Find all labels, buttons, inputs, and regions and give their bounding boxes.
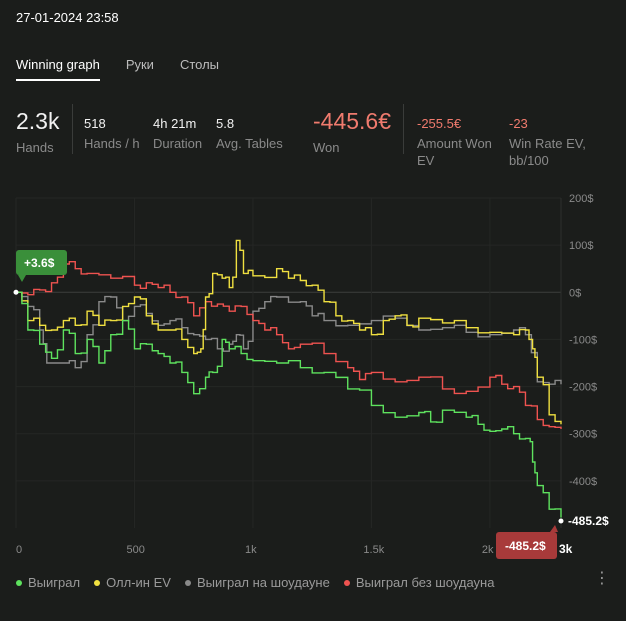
stats-divider [72,104,73,154]
y-tick-label: 200$ [569,193,593,205]
y-tick-label: 100$ [569,240,593,252]
legend-dot-won [16,579,22,586]
legend-dot-allin-ev [94,579,101,586]
end-value-label: -485.2$ [568,514,609,528]
stat-hands-per-hour-value: 518 [84,116,106,131]
winning-chart-svg[interactable]: 200$ 100$ 0$ -100$ -200$ -300$ -400$ 0 500 1k 1.5k… [0,190,626,560]
stat-avg-tables-value: 5.8 [216,116,235,131]
legend-item-won[interactable]: Выиграл [16,575,80,590]
stat-amount-won-ev-label: Amount Won EV [417,135,492,169]
stats-divider [403,104,404,154]
legend-dot-showdown [184,579,191,586]
y-tick-label: -400$ [569,476,597,488]
legend-item-non-showdown[interactable]: Выиграл без шоудауна [343,575,495,590]
stat-avg-tables-label: Avg. Tables [216,136,283,151]
y-tick-label: 0$ [569,287,581,299]
tab-bar: Winning graph Руки Столы [16,57,219,81]
stat-hands-value: 2.3k [16,108,60,134]
y-tick-label: -200$ [569,382,597,394]
x-tick-label: 2k [482,544,494,556]
stat-duration: 4h 21m Duration [153,104,202,152]
legend-label-non-showdown: Выиграл без шоудауна [355,575,495,590]
series-line-1 [16,239,562,425]
start-badge-pointer [18,275,26,282]
series-line-0 [16,291,562,522]
end-badge-pointer [550,525,558,532]
legend-label-showdown: Выиграл на шоудауне [196,575,330,590]
legend-dot-non-showdown [343,579,350,586]
stat-hands: 2.3k Hands [16,104,59,156]
stat-duration-label: Duration [153,136,203,151]
legend-label-allin-ev: Олл-ин EV [106,575,171,590]
stat-duration-value: 4h 21m [153,116,197,131]
y-tick-label: -300$ [569,429,597,441]
stat-won-label: Won [313,140,340,155]
winning-chart[interactable]: 200$ 100$ 0$ -100$ -200$ -300$ -400$ 0 500 1k 1.5k… [0,190,626,560]
end-badge-text: -485.2$ [505,539,546,553]
stat-amount-won-ev-label-line2: EV [417,153,435,168]
x-tick-label-end: 3k [559,542,573,556]
stat-hands-per-hour-label: Hands / h [84,136,140,151]
tab-hands[interactable]: Руки [125,57,154,72]
stat-win-rate-ev-value: -23 [509,116,528,131]
x-tick-label: 1k [245,544,257,556]
tab-winning-graph[interactable]: Winning graph [16,57,100,81]
legend-label-won: Выиграл [28,575,81,590]
x-tick-label: 0 [16,544,22,556]
tab-tables[interactable]: Столы [179,57,220,72]
stat-win-rate-ev-label-line1: Win Rate EV, [509,136,586,151]
session-stats: 2.3k Hands 518 Hands / h 4h 21m Duration… [16,104,616,174]
stat-win-rate-ev-label-line2: bb/100 [509,153,549,168]
x-tick-label: 500 [126,544,144,556]
start-badge [16,250,67,275]
stat-amount-won-ev-label-line1: Amount Won [417,136,492,151]
legend-item-allin-ev[interactable]: Олл-ин EV [94,575,171,590]
end-badge [496,532,557,559]
series-line-2 [16,291,562,385]
stat-hands-label: Hands [16,140,54,155]
end-point [557,517,565,525]
stat-amount-won-ev-value: -255.5€ [417,116,462,131]
start-badge-text: +3.6$ [24,256,55,270]
start-point [13,289,19,295]
session-datetime: 27-01-2024 23:58 [16,10,119,25]
stat-amount-won-ev: -255.5€ Amount Won EV [417,104,492,169]
stat-win-rate-ev: -23 Win Rate EV, bb/100 [509,104,586,169]
x-tick-label: 1.5k [363,544,384,556]
stat-hands-per-hour: 518 Hands / h [84,104,140,152]
stat-won-value: -445.6€ [313,108,392,134]
more-options-icon[interactable]: ⋮ [594,570,610,587]
chart-legend: Выиграл Олл-ин EV Выиграл на шоудауне Вы… [16,575,494,590]
stat-win-rate-ev-label: Win Rate EV, bb/100 [509,135,586,169]
legend-item-showdown[interactable]: Выиграл на шоудауне [184,575,330,590]
y-tick-label: -100$ [569,334,597,346]
stat-avg-tables: 5.8 Avg. Tables [216,104,283,152]
stat-won: -445.6€ Won [313,104,391,156]
series-line-3 [16,260,562,429]
